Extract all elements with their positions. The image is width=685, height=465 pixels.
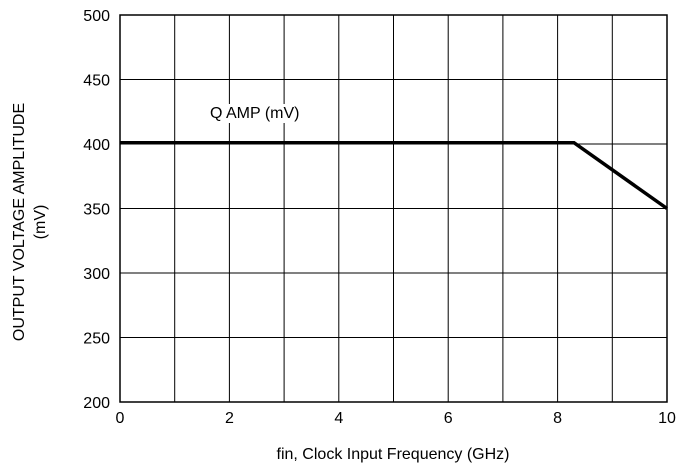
y-tick-label: 250 bbox=[83, 331, 110, 348]
x-tick-labels: 0 2 4 6 8 10 bbox=[116, 410, 676, 427]
x-tick-label: 4 bbox=[334, 410, 343, 427]
y-axis-title-line2: (mV) bbox=[32, 205, 49, 240]
y-tick-labels: 200 250 300 350 400 450 500 bbox=[83, 8, 110, 412]
grid bbox=[120, 15, 667, 402]
y-tick-label: 450 bbox=[83, 73, 110, 90]
y-axis-title-line1: OUTPUT VOLTAGE AMPLITUDE bbox=[11, 103, 28, 341]
series-label-q-amp: Q AMP (mV) bbox=[210, 105, 300, 122]
x-tick-label: 10 bbox=[658, 410, 676, 427]
y-tick-label: 500 bbox=[83, 8, 110, 25]
x-tick-label: 0 bbox=[116, 410, 125, 427]
y-tick-label: 400 bbox=[83, 137, 110, 154]
y-tick-label: 300 bbox=[83, 266, 110, 283]
x-tick-label: 8 bbox=[553, 410, 562, 427]
y-tick-label: 200 bbox=[83, 395, 110, 412]
y-tick-label: 350 bbox=[83, 202, 110, 219]
x-tick-label: 6 bbox=[444, 410, 453, 427]
x-tick-label: 2 bbox=[225, 410, 234, 427]
x-axis-title: fin, Clock Input Frequency (GHz) bbox=[277, 446, 510, 463]
